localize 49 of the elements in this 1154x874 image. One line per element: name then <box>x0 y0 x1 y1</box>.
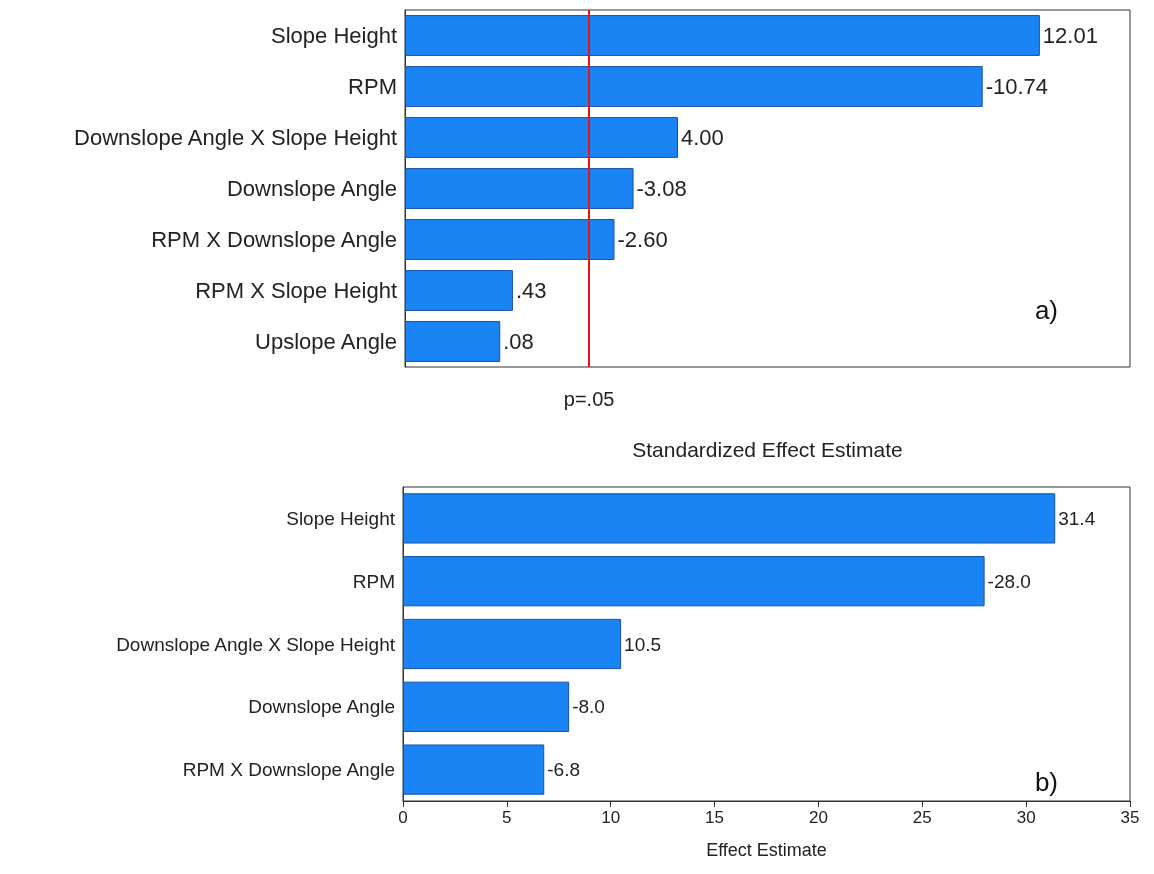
annotation: -6.8 <box>547 759 580 781</box>
bar <box>403 744 545 795</box>
bar <box>403 618 622 670</box>
x-tick-label: 25 <box>912 808 932 827</box>
y-tick-label: Downslope Angle X Slope Height <box>116 633 396 655</box>
annotation: b) <box>1034 767 1059 797</box>
x-tick-label: 15 <box>705 808 725 827</box>
bar <box>403 493 1056 544</box>
y-tick-label: Downslope Angle X Slope Height <box>74 125 397 150</box>
x-tick-label: 30 <box>1016 808 1036 827</box>
x-tick-label: 0 <box>398 808 408 827</box>
y-tick-label: RPM X Downslope Angle <box>182 759 395 781</box>
bar <box>405 270 513 311</box>
annotation: 4.00 <box>680 125 724 150</box>
bar <box>405 66 983 107</box>
annotation: -28.0 <box>987 570 1031 592</box>
bar <box>403 556 985 607</box>
ref-line-label: p=.05 <box>563 388 615 410</box>
bar <box>405 168 634 209</box>
annotation: .43 <box>515 278 547 303</box>
annotation: 31.4 <box>1058 507 1096 529</box>
y-tick-label: Slope Height <box>271 23 397 48</box>
text: 12.01 <box>1042 23 1098 48</box>
bar <box>405 15 1040 56</box>
y-tick-label: RPM X Slope Height <box>195 278 397 303</box>
annotation: a) <box>1034 295 1059 325</box>
annotation: -8.0 <box>572 696 605 718</box>
y-tick-label: RPM <box>348 74 397 99</box>
x-tick-label: 10 <box>601 808 621 827</box>
bar <box>405 117 678 158</box>
annotation: -3.08 <box>636 176 687 201</box>
annotation: 10.5 <box>624 633 662 655</box>
bar <box>403 681 570 732</box>
annotation: -10.74 <box>985 74 1049 99</box>
y-tick-label: Slope Height <box>286 507 396 529</box>
annotation: .08 <box>503 329 534 354</box>
x-tick-label: 35 <box>1120 808 1140 827</box>
x-axis-title: Effect Estimate <box>706 840 827 860</box>
bar <box>405 321 501 362</box>
x-tick-label: 5 <box>502 808 512 827</box>
y-tick-label: Downslope Angle <box>248 696 395 718</box>
annotation: -2.60 <box>617 227 668 252</box>
y-tick-label: Upslope Angle <box>255 329 397 354</box>
x-tick-label: 20 <box>808 808 828 827</box>
y-tick-label: Downslope Angle <box>226 176 397 201</box>
bar <box>405 219 615 260</box>
x-axis-title: Standardized Effect Estimate <box>632 438 903 461</box>
y-tick-label: RPM X Downslope Angle <box>151 227 397 252</box>
y-tick-label: RPM <box>352 570 395 592</box>
